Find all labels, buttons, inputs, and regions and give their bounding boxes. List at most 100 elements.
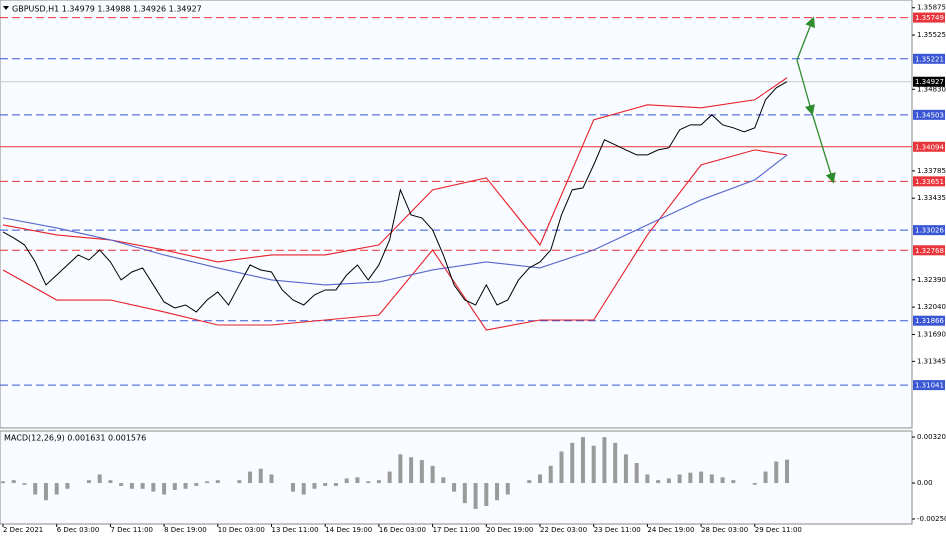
macd-bar <box>215 480 220 484</box>
macd-bar <box>398 454 403 484</box>
macd-bar <box>666 478 671 484</box>
level-box <box>913 12 945 23</box>
macd-bar <box>344 478 349 484</box>
macd-bar <box>785 459 790 484</box>
macd-bar <box>774 461 779 484</box>
level-box <box>913 176 945 187</box>
macd-bar <box>183 483 188 489</box>
macd-bar <box>763 471 768 484</box>
macd-bar <box>570 442 575 484</box>
macd-bar <box>409 457 414 484</box>
macd-bar <box>290 483 295 492</box>
level-label: 1.34927 <box>915 78 944 86</box>
macd-bar <box>11 480 16 484</box>
macd-bar <box>580 437 585 484</box>
macd-bar <box>430 465 435 484</box>
macd-bar <box>119 483 124 486</box>
macd-bar <box>538 474 542 484</box>
macd-bar <box>301 483 306 495</box>
indicator-line <box>2 77 788 263</box>
x-tick-label: 6 Dec 03:00 <box>57 526 100 534</box>
macd-bar <box>591 445 596 484</box>
macd-title: MACD(12,26,9) 0.001631 0.001576 <box>4 434 146 443</box>
indicator-line <box>2 154 788 286</box>
macd-bar <box>22 483 27 485</box>
x-tick-label: 29 Dec 11:00 <box>755 526 802 534</box>
level-box <box>913 109 945 120</box>
y-tick-label: 0.003209 <box>917 433 946 441</box>
macd-bar <box>688 472 693 484</box>
y-tick-label: 1.31345 <box>917 357 946 365</box>
arrow-up <box>796 16 816 61</box>
macd-bar <box>65 483 70 489</box>
macd-bar <box>677 474 682 484</box>
macd-bar <box>140 483 145 489</box>
y-tick-label: 1.33435 <box>917 194 946 202</box>
macd-bar <box>237 480 242 484</box>
level-box <box>913 245 945 256</box>
x-tick-label: 20 Dec 19:00 <box>486 526 533 534</box>
x-tick-label: 22 Dec 03:00 <box>540 526 587 534</box>
macd-bar <box>441 477 446 484</box>
level-label: 1.33026 <box>915 227 944 235</box>
macd-bar <box>473 483 478 509</box>
y-tick-label: 1.35525 <box>917 31 946 39</box>
macd-bar <box>613 442 618 484</box>
macd-bar <box>151 483 156 492</box>
x-tick-label: 14 Dec 19:00 <box>325 526 372 534</box>
arrow-down <box>796 59 815 116</box>
macd-bar <box>484 483 489 507</box>
level-box <box>913 53 945 64</box>
macd-bar <box>162 483 167 495</box>
y-tick-label: 1.35875 <box>917 4 946 12</box>
macd-bar <box>548 465 553 484</box>
level-label: 1.34094 <box>915 143 944 151</box>
y-tick-label: 1.33785 <box>917 167 946 175</box>
macd-bar <box>505 483 510 495</box>
macd-bar <box>462 483 467 504</box>
macd-bar <box>366 481 371 484</box>
x-tick-label: 7 Dec 11:00 <box>110 526 153 534</box>
level-label: 1.34503 <box>915 111 944 119</box>
price-line <box>2 81 788 313</box>
x-tick-label: 28 Dec 03:00 <box>701 526 748 534</box>
macd-bar <box>194 483 199 486</box>
y-tick-label: 1.31690 <box>917 330 946 338</box>
macd-bar <box>376 480 381 484</box>
macd-bar <box>172 483 177 490</box>
level-box <box>913 315 945 326</box>
macd-bar <box>634 462 639 484</box>
arrow-down <box>811 112 836 184</box>
macd-bar <box>333 483 338 486</box>
x-tick-label: 24 Dec 19:00 <box>647 526 694 534</box>
macd-bar <box>54 483 59 495</box>
macd-bar <box>452 483 457 492</box>
x-tick-label: 13 Dec 11:00 <box>272 526 319 534</box>
macd-bar <box>387 471 392 484</box>
macd-bar <box>731 480 736 484</box>
x-tick-label: 16 Dec 03:00 <box>379 526 426 534</box>
macd-bar <box>108 480 113 484</box>
macd-pane <box>0 430 913 525</box>
macd-bar <box>419 460 424 484</box>
level-box <box>913 141 945 152</box>
price-pane <box>0 0 913 429</box>
macd-bar <box>205 481 210 484</box>
y-tick-label: 1.34830 <box>917 85 946 93</box>
x-tick-label: 2 Dec 2021 <box>3 526 43 534</box>
y-tick-label: 1.32040 <box>917 303 946 311</box>
macd-bar <box>709 474 714 484</box>
macd-bar <box>656 480 661 484</box>
macd-bar <box>323 483 328 486</box>
macd-bar <box>258 468 263 484</box>
macd-bar <box>699 471 704 484</box>
y-tick-label: 0.00 <box>917 479 933 487</box>
macd-bar <box>43 483 48 501</box>
macd-bar <box>248 471 253 484</box>
level-label: 1.33651 <box>915 178 944 186</box>
title-icon <box>3 6 9 10</box>
macd-bar <box>1 481 5 484</box>
macd-bar <box>97 474 102 484</box>
macd-bar <box>559 451 564 484</box>
